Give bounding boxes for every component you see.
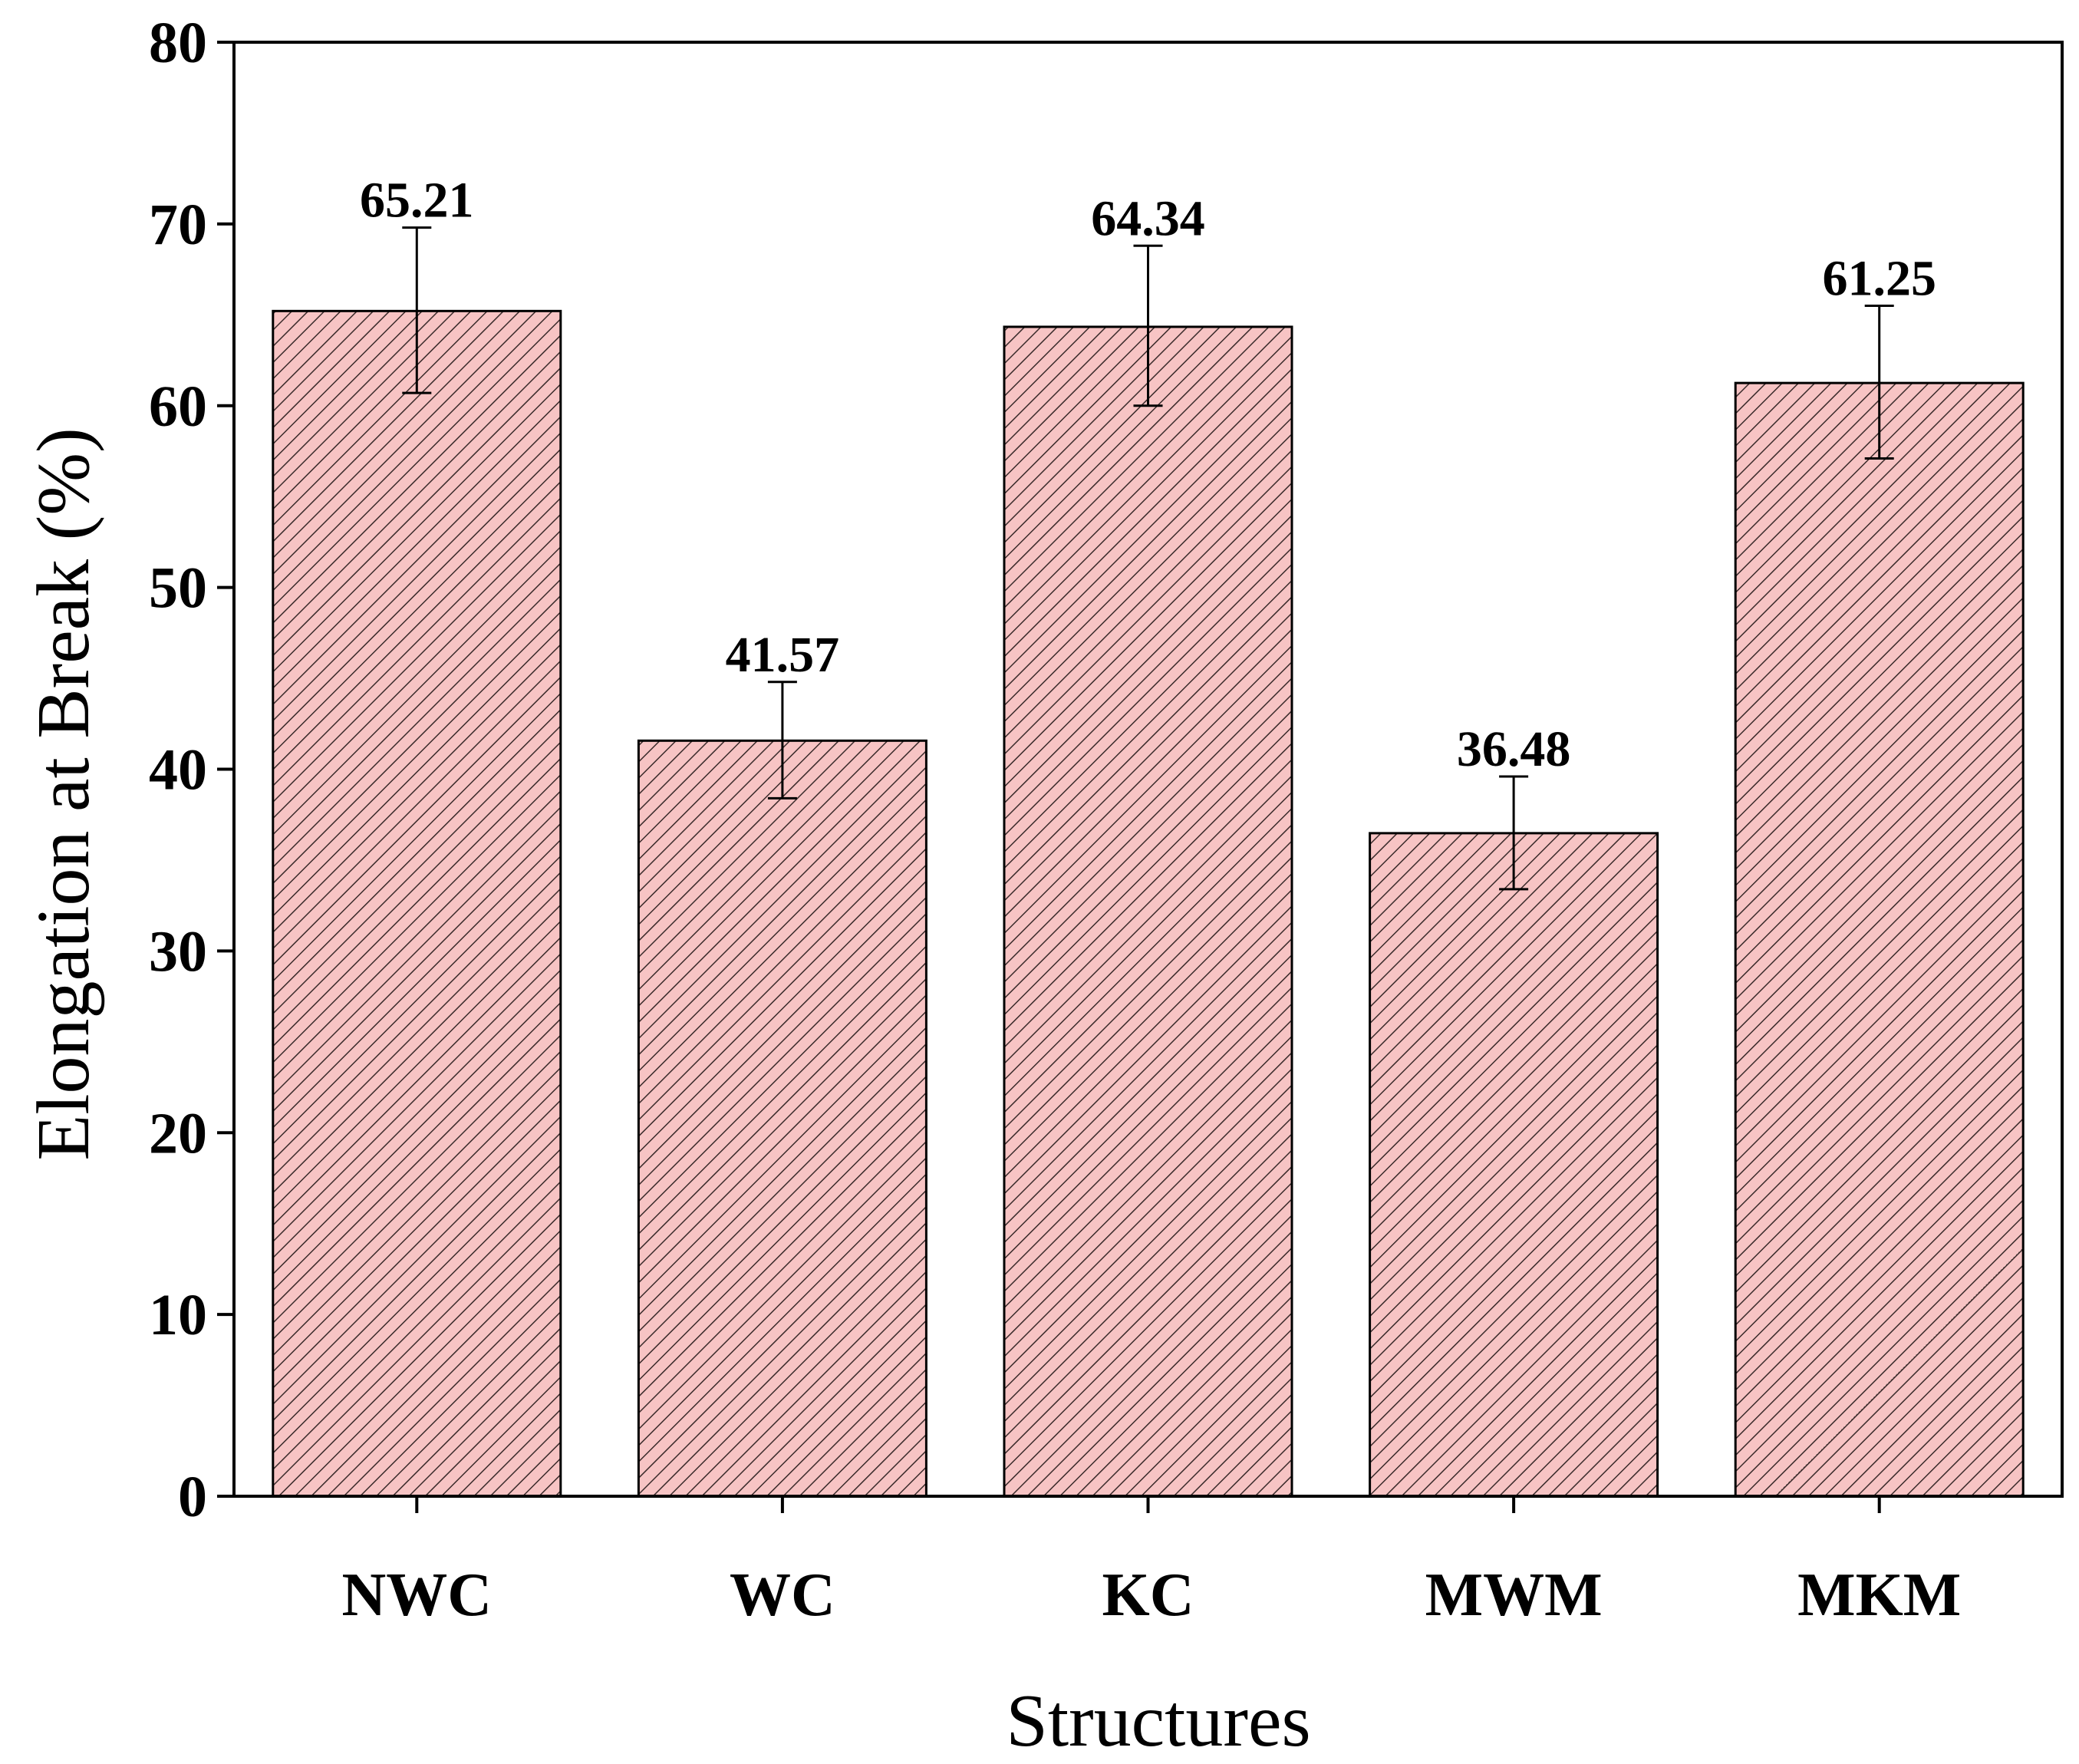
x-tick-label-wc: WC (730, 1561, 835, 1629)
y-tick-label-30: 30 (149, 919, 207, 984)
y-axis-title: Elongation at Break (%) (22, 427, 105, 1160)
y-tick-label-50: 50 (149, 556, 207, 621)
y-tick-label-0: 0 (178, 1465, 207, 1529)
y-tick-label-10: 10 (149, 1283, 207, 1347)
bar-wc (637, 739, 927, 1498)
plot-frame (232, 41, 2064, 1498)
y-tick-label-60: 60 (149, 374, 207, 439)
bar-mwm (1369, 832, 1659, 1498)
y-tick-label-20: 20 (149, 1101, 207, 1166)
y-tick-label-70: 70 (149, 193, 207, 257)
data-label-kc: 64.34 (1091, 190, 1205, 246)
x-tick-label-nwc: NWC (342, 1561, 493, 1629)
data-label-mkm: 61.25 (1822, 250, 1936, 306)
bar-kc (1003, 325, 1293, 1498)
bar-mkm (1734, 381, 2025, 1498)
data-label-nwc: 65.21 (360, 173, 474, 229)
data-label-wc: 41.57 (726, 627, 840, 683)
bar-nwc (272, 309, 562, 1498)
y-tick-label-80: 80 (149, 11, 207, 75)
data-label-mwm: 36.48 (1457, 721, 1571, 777)
x-tick-label-mwm: MWM (1425, 1561, 1603, 1629)
x-tick-label-kc: KC (1102, 1561, 1194, 1629)
y-tick-label-40: 40 (149, 738, 207, 803)
x-tick-label-mkm: MKM (1797, 1561, 1961, 1629)
x-axis-title: Structures (1006, 1680, 1310, 1762)
